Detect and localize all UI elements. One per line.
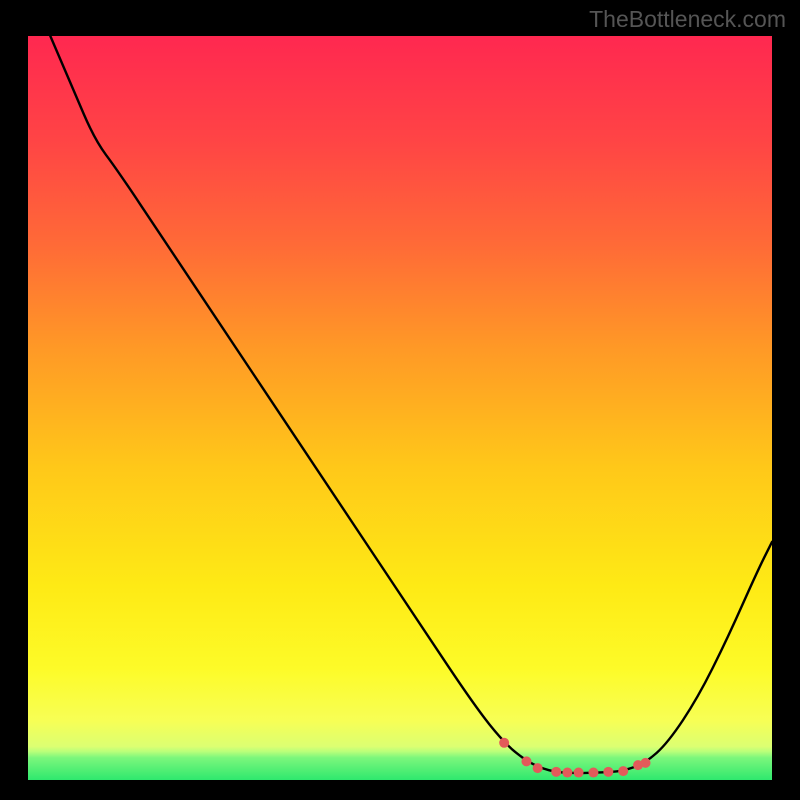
bottleneck-curve-svg — [28, 36, 772, 780]
plot-area — [28, 36, 772, 780]
curve-marker — [618, 766, 628, 776]
curve-marker — [603, 767, 613, 777]
curve-marker — [499, 738, 509, 748]
curve-marker — [551, 767, 561, 777]
curve-marker — [533, 763, 543, 773]
watermark-text: TheBottleneck.com — [589, 6, 786, 33]
curve-marker — [521, 756, 531, 766]
chart-container: TheBottleneck.com — [0, 0, 800, 800]
curve-marker — [641, 758, 651, 768]
bottleneck-curve — [50, 36, 772, 773]
curve-marker — [574, 768, 584, 778]
curve-marker — [588, 768, 598, 778]
curve-marker — [562, 768, 572, 778]
